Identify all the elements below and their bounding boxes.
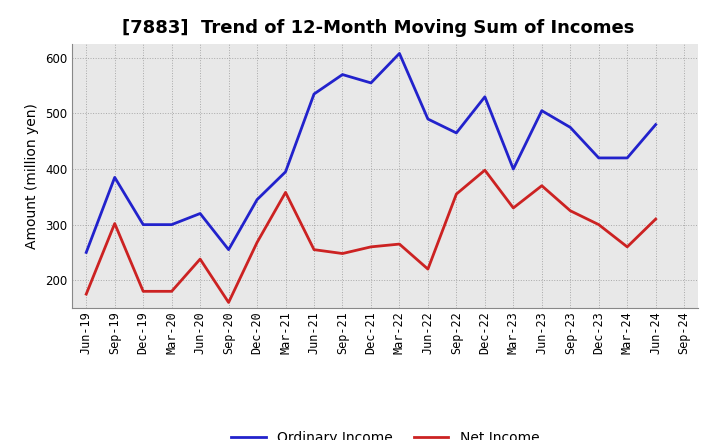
Ordinary Income xyxy=(623,155,631,161)
Net Income xyxy=(452,191,461,197)
Net Income xyxy=(82,291,91,297)
Net Income xyxy=(282,190,290,195)
Net Income xyxy=(423,267,432,272)
Ordinary Income xyxy=(253,197,261,202)
Line: Net Income: Net Income xyxy=(86,170,656,302)
Ordinary Income xyxy=(225,247,233,252)
Net Income xyxy=(566,208,575,213)
Ordinary Income xyxy=(338,72,347,77)
Ordinary Income xyxy=(509,166,518,172)
Ordinary Income xyxy=(595,155,603,161)
Net Income xyxy=(225,300,233,305)
Net Income xyxy=(652,216,660,222)
Net Income xyxy=(480,168,489,173)
Net Income xyxy=(509,205,518,211)
Ordinary Income xyxy=(82,250,91,255)
Net Income xyxy=(537,183,546,188)
Net Income xyxy=(395,242,404,247)
Ordinary Income xyxy=(366,80,375,85)
Ordinary Income xyxy=(310,92,318,97)
Ordinary Income xyxy=(139,222,148,227)
Net Income xyxy=(595,222,603,227)
Ordinary Income xyxy=(395,51,404,56)
Net Income xyxy=(338,251,347,256)
Ordinary Income xyxy=(452,130,461,136)
Ordinary Income xyxy=(167,222,176,227)
Net Income xyxy=(196,257,204,262)
Net Income xyxy=(253,240,261,245)
Ordinary Income xyxy=(652,122,660,127)
Net Income xyxy=(310,247,318,252)
Net Income xyxy=(110,221,119,226)
Net Income xyxy=(167,289,176,294)
Text: [7883]  Trend of 12-Month Moving Sum of Incomes: [7883] Trend of 12-Month Moving Sum of I… xyxy=(122,19,634,37)
Ordinary Income xyxy=(110,175,119,180)
Net Income xyxy=(139,289,148,294)
Ordinary Income xyxy=(423,117,432,122)
Line: Ordinary Income: Ordinary Income xyxy=(86,53,656,253)
Y-axis label: Amount (million yen): Amount (million yen) xyxy=(25,103,40,249)
Legend: Ordinary Income, Net Income: Ordinary Income, Net Income xyxy=(225,426,545,440)
Ordinary Income xyxy=(566,125,575,130)
Ordinary Income xyxy=(282,169,290,175)
Ordinary Income xyxy=(537,108,546,114)
Ordinary Income xyxy=(480,94,489,99)
Net Income xyxy=(623,244,631,249)
Net Income xyxy=(366,244,375,249)
Ordinary Income xyxy=(196,211,204,216)
